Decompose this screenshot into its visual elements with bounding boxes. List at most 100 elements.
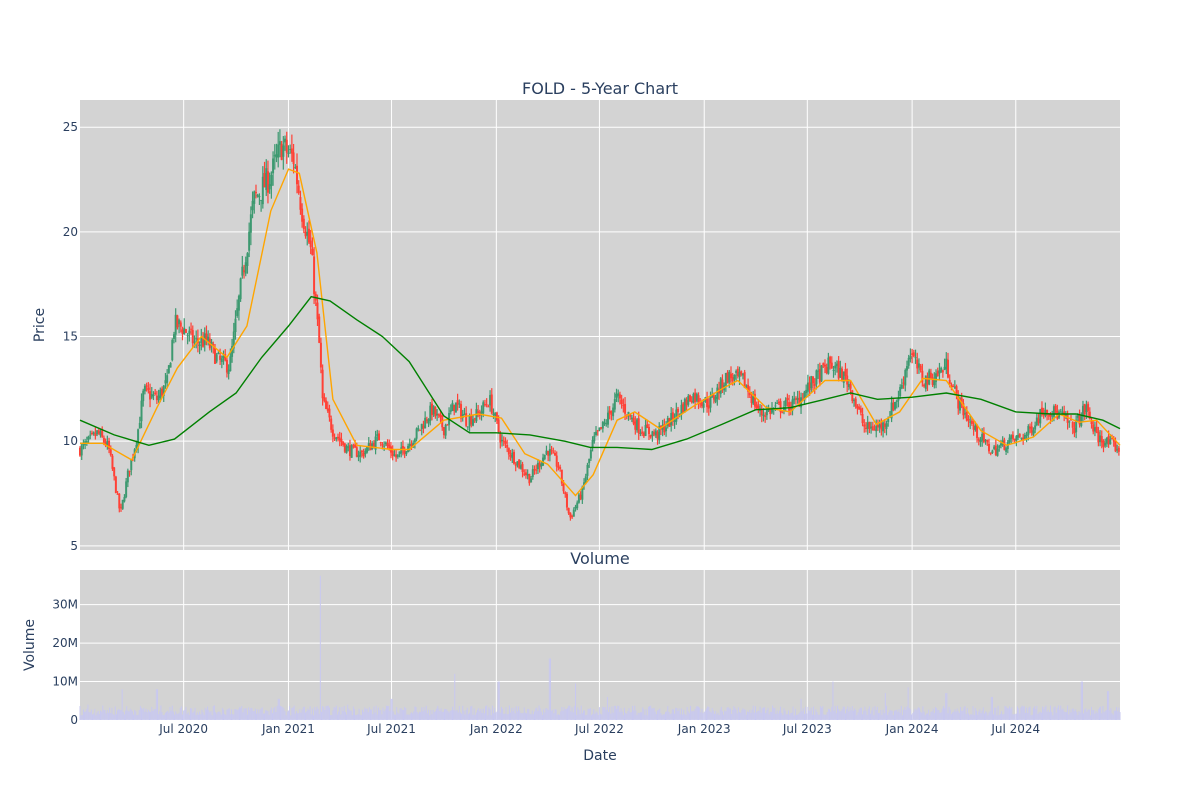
volume-bar: [376, 714, 378, 720]
candle-body: [219, 355, 222, 360]
candle-body: [140, 400, 143, 422]
candle-body: [813, 383, 816, 386]
volume-bar: [84, 711, 86, 720]
candle-body: [126, 470, 129, 483]
volume-bar: [663, 714, 665, 720]
volume-bar: [957, 711, 959, 720]
candle-body: [482, 402, 485, 414]
volume-bar: [1006, 707, 1008, 720]
volume-bar: [879, 712, 881, 720]
candle-body: [733, 374, 736, 380]
volume-bar: [603, 707, 605, 720]
volume-bar: [1047, 710, 1049, 720]
candle-body: [1022, 437, 1025, 441]
volume-bar: [616, 708, 618, 720]
volume-bar: [1089, 715, 1091, 720]
candle-body: [465, 413, 468, 426]
candle-body: [1025, 434, 1028, 437]
volume-bar: [352, 706, 354, 720]
candle-body: [880, 423, 883, 430]
candle-body: [863, 424, 866, 427]
candle-body: [847, 384, 850, 387]
volume-bar: [672, 709, 674, 720]
candle-body: [275, 154, 278, 158]
candle-body: [483, 404, 486, 406]
candle-body: [355, 447, 358, 457]
candle-body: [940, 367, 943, 372]
candle-body: [318, 316, 321, 343]
candle-body: [688, 395, 691, 402]
volume-bar: [733, 706, 735, 720]
volume-bar: [311, 708, 313, 720]
volume-bar: [322, 706, 324, 720]
candle-body: [519, 465, 522, 469]
volume-bar: [612, 712, 614, 720]
volume-bar: [889, 709, 891, 720]
volume-bar: [660, 713, 662, 720]
volume-bar: [508, 705, 510, 720]
candle-body: [234, 318, 237, 333]
volume-bar: [639, 712, 641, 720]
volume-bar: [197, 714, 199, 720]
candle-body: [798, 397, 801, 406]
volume-bar: [936, 707, 938, 720]
candle-body: [615, 393, 618, 398]
volume-bar: [360, 715, 362, 720]
candle-body: [360, 450, 363, 453]
candle-body: [217, 352, 220, 354]
candle-body: [379, 442, 382, 444]
volume-bar: [597, 715, 599, 720]
volume-bar: [314, 706, 316, 720]
price-y-tick-label: 25: [63, 120, 78, 134]
volume-bar: [808, 710, 810, 720]
volume-bar: [122, 711, 124, 720]
volume-bar: [594, 713, 596, 720]
volume-bar: [1076, 711, 1078, 720]
volume-bar: [395, 714, 397, 720]
volume-bar: [589, 707, 591, 720]
volume-bar: [208, 710, 210, 720]
candle-body: [1087, 403, 1090, 411]
candle-body: [295, 165, 298, 185]
volume-bar: [962, 710, 964, 720]
volume-bar: [598, 707, 600, 720]
volume-bar: [481, 712, 483, 720]
volume-bar: [384, 709, 386, 720]
volume-bar: [634, 705, 636, 720]
candle-body: [502, 440, 505, 442]
volume-bar: [103, 709, 105, 720]
volume-bar: [151, 706, 153, 720]
candle-body: [673, 420, 676, 423]
volume-bar: [767, 707, 769, 720]
volume-bar: [901, 715, 903, 720]
candle-body: [774, 405, 777, 407]
price-plot-area[interactable]: [80, 100, 1120, 550]
candle-body: [518, 459, 521, 468]
volume-bar: [716, 714, 718, 720]
volume-bar: [1045, 705, 1047, 720]
volume-bar: [814, 714, 816, 720]
volume-bar: [677, 710, 679, 720]
volume-bar: [490, 715, 492, 720]
x-tick-label: Jul 2022: [574, 722, 624, 736]
volume-bar: [428, 709, 430, 720]
volume-plot-area[interactable]: [80, 570, 1120, 720]
candle-body: [1059, 411, 1062, 413]
volume-bar: [152, 710, 154, 720]
candle-body: [135, 445, 138, 449]
volume-bar: [183, 710, 185, 720]
volume-bar: [409, 713, 411, 720]
volume-bar: [397, 712, 399, 720]
candle-body: [909, 356, 912, 360]
candle-body: [948, 379, 951, 384]
volume-bar: [162, 715, 164, 720]
volume-bar: [160, 705, 162, 720]
candle-body: [306, 231, 309, 236]
volume-bar: [135, 711, 137, 720]
candle-body: [559, 467, 562, 470]
volume-bar: [948, 706, 950, 720]
candle-body: [157, 395, 160, 401]
candle-body: [970, 420, 973, 424]
candle-body: [383, 445, 386, 447]
